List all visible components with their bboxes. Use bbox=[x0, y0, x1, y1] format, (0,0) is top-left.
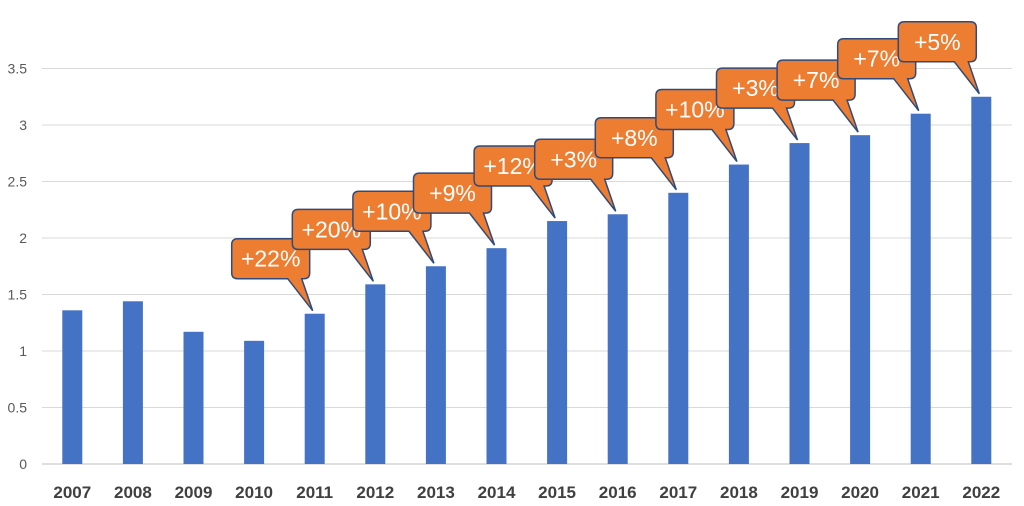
bar-2021 bbox=[910, 113, 931, 464]
x-tick-label: 2008 bbox=[114, 483, 152, 502]
bars bbox=[62, 96, 992, 465]
bar-2014 bbox=[486, 248, 507, 464]
x-tick-label: 2007 bbox=[53, 483, 91, 502]
callout-label: +22% bbox=[241, 246, 300, 272]
x-tick-label: 2010 bbox=[235, 483, 273, 502]
callout-label: +10% bbox=[362, 198, 421, 224]
x-tick-label: 2009 bbox=[175, 483, 213, 502]
callout-label: +5% bbox=[914, 29, 961, 55]
bar-2022 bbox=[971, 96, 992, 464]
callout-label: +10% bbox=[665, 97, 724, 123]
bar-2016 bbox=[607, 214, 628, 464]
y-axis-ticks: 0 0.5 1 1.5 2 2.5 3 3.5 bbox=[8, 61, 28, 473]
callout-label: +8% bbox=[611, 125, 658, 151]
bar-2008 bbox=[122, 301, 143, 464]
bar-2019 bbox=[789, 143, 810, 464]
y-tick-label: 1 bbox=[19, 343, 27, 359]
y-tick-label: 1.5 bbox=[8, 287, 28, 303]
x-tick-label: 2022 bbox=[962, 483, 1000, 502]
bar-2015 bbox=[547, 221, 568, 464]
x-tick-label: 2013 bbox=[417, 483, 455, 502]
x-tick-label: 2011 bbox=[296, 483, 333, 502]
x-tick-label: 2018 bbox=[720, 483, 758, 502]
callout-label: +7% bbox=[853, 46, 900, 72]
bar-2010 bbox=[244, 340, 265, 464]
callout-2014: +9% bbox=[412, 172, 496, 246]
bar-2013 bbox=[425, 266, 446, 464]
callout-label: +12% bbox=[483, 153, 542, 179]
y-tick-label: 3 bbox=[19, 117, 27, 133]
x-tick-label: 2012 bbox=[356, 483, 394, 502]
callout-2011: +22% bbox=[230, 237, 314, 312]
callout-2016: +3% bbox=[533, 138, 617, 212]
y-tick-label: 2 bbox=[19, 230, 27, 246]
bar-2020 bbox=[850, 135, 871, 465]
y-tick-label: 0 bbox=[19, 456, 27, 472]
x-tick-label: 2021 bbox=[902, 483, 940, 502]
callout-2018: +10% bbox=[655, 88, 738, 163]
bar-2012 bbox=[365, 284, 386, 464]
x-tick-label: 2014 bbox=[478, 483, 516, 502]
bar-2009 bbox=[183, 331, 204, 464]
y-tick-label: 2.5 bbox=[8, 174, 28, 190]
callouts: +22%+20%+10%+9%+12% +3%+8%+10%+3% +7%+7%+5… bbox=[230, 21, 981, 312]
callout-label: +9% bbox=[429, 180, 476, 206]
bar-2011 bbox=[304, 313, 325, 464]
callout-label: +7% bbox=[793, 67, 840, 93]
callout-shape bbox=[897, 21, 981, 95]
x-tick-label: 2016 bbox=[599, 483, 637, 502]
callout-label: +3% bbox=[732, 75, 779, 101]
callout-2017: +8% bbox=[594, 117, 678, 191]
y-tick-label: 3.5 bbox=[8, 61, 28, 77]
x-tick-label: 2017 bbox=[659, 483, 697, 502]
x-tick-label: 2015 bbox=[538, 483, 576, 502]
callout-2020: +7% bbox=[776, 59, 859, 133]
bar-2007 bbox=[62, 310, 83, 464]
bar-2017 bbox=[668, 192, 689, 465]
x-tick-label: 2019 bbox=[781, 483, 819, 502]
x-tick-label: 2020 bbox=[841, 483, 879, 502]
bar-2018 bbox=[728, 164, 749, 465]
y-tick-label: 0.5 bbox=[8, 400, 28, 416]
callout-2022: +5% bbox=[897, 21, 981, 95]
callout-label: +3% bbox=[550, 146, 597, 172]
callout-label: +20% bbox=[302, 216, 361, 242]
x-axis-ticks: 2007 2008 2009 2010 2011 2012 2013 2014 2015 2016… bbox=[53, 483, 1000, 502]
